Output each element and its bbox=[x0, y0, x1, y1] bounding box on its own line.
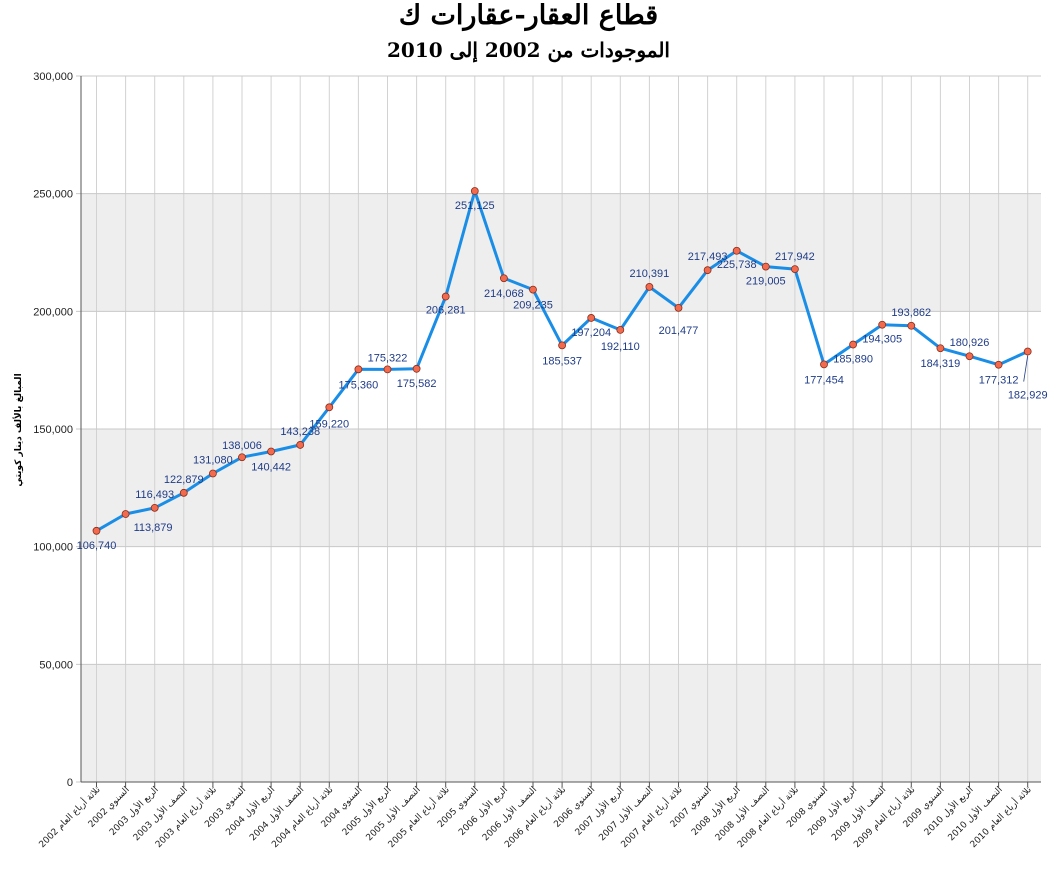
data-label: 210,391 bbox=[630, 268, 670, 280]
data-point bbox=[645, 282, 654, 291]
chart-subtitle: الموجودات من 2002 إلى 2010 bbox=[387, 38, 670, 62]
data-label: 217,942 bbox=[775, 251, 815, 263]
y-tick-label: 200,000 bbox=[33, 306, 73, 318]
data-label: 184,319 bbox=[921, 358, 961, 370]
plot-band bbox=[81, 664, 1041, 782]
data-label: 214,068 bbox=[484, 288, 524, 300]
data-point bbox=[616, 326, 625, 334]
y-tick-label: 50,000 bbox=[39, 659, 73, 671]
data-label: 177,454 bbox=[804, 374, 844, 386]
data-label: 201,477 bbox=[659, 325, 699, 337]
data-point bbox=[529, 285, 537, 294]
x-tick-label: الربع الأول 2006 bbox=[456, 784, 510, 838]
data-point bbox=[558, 341, 566, 350]
x-tick-label: الربع الأول 2010 bbox=[921, 784, 975, 838]
data-label: 177,312 bbox=[979, 375, 1019, 387]
data-label: 175,582 bbox=[397, 378, 437, 390]
data-point bbox=[587, 314, 596, 322]
y-axis-label: المبالغ بالألف دينار كويتي bbox=[12, 373, 24, 486]
y-tick-labels: 0 50,000 100,000 150,000 200,000 250,000 300,0… bbox=[33, 71, 73, 789]
data-label: 175,322 bbox=[368, 352, 408, 364]
x-tick-label: الربع الأول 2004 bbox=[223, 784, 277, 838]
data-point bbox=[849, 340, 857, 349]
y-tick-label: 250,000 bbox=[33, 189, 73, 201]
y-tick-label: 100,000 bbox=[33, 542, 73, 554]
data-label: 131,080 bbox=[193, 455, 233, 467]
data-label: 106,740 bbox=[77, 540, 117, 552]
data-point bbox=[499, 274, 508, 283]
horizontal-gridlines bbox=[76, 75, 1041, 783]
data-label: 138,006 bbox=[222, 440, 262, 452]
data-point bbox=[354, 365, 363, 374]
axes bbox=[80, 76, 1041, 783]
data-label: 217,493 bbox=[688, 251, 728, 263]
data-label: 219,005 bbox=[746, 276, 786, 288]
y-tick-label: 300,000 bbox=[33, 71, 73, 83]
data-point bbox=[238, 453, 246, 462]
data-label: 113,879 bbox=[134, 522, 173, 534]
data-point bbox=[965, 352, 974, 361]
y-tick-label: 0 bbox=[67, 777, 73, 789]
data-label: 225,738 bbox=[717, 259, 757, 271]
data-label: 197,204 bbox=[571, 327, 611, 339]
data-point bbox=[791, 265, 799, 274]
data-point bbox=[121, 510, 130, 518]
data-point bbox=[267, 447, 276, 456]
data-label: 185,890 bbox=[833, 354, 873, 366]
data-point bbox=[820, 360, 828, 369]
data-label: 194,305 bbox=[862, 334, 902, 346]
data-label: 159,220 bbox=[309, 418, 349, 430]
data-point bbox=[907, 321, 916, 330]
data-label: 140,442 bbox=[251, 461, 291, 473]
data-label: 192,110 bbox=[601, 341, 640, 353]
data-point bbox=[761, 262, 770, 271]
data-point bbox=[383, 365, 392, 374]
plot-band bbox=[81, 429, 1041, 547]
data-label: 209,235 bbox=[513, 300, 553, 312]
data-point bbox=[296, 441, 305, 449]
data-label: 193,862 bbox=[891, 307, 931, 319]
data-labels: 106,740 113,879 116,493 122,879 131,080 138,0… bbox=[77, 200, 1048, 552]
plot-band bbox=[81, 193, 1041, 312]
data-point bbox=[936, 344, 945, 353]
data-point bbox=[1023, 347, 1032, 356]
x-tick-label: الربع الأول 2008 bbox=[689, 784, 743, 838]
data-point bbox=[994, 360, 1003, 369]
data-point bbox=[732, 246, 741, 255]
data-point bbox=[674, 303, 683, 312]
data-label: 251,125 bbox=[455, 200, 495, 212]
data-point bbox=[92, 526, 101, 535]
data-label: 180,926 bbox=[950, 337, 990, 349]
data-label: 122,879 bbox=[164, 474, 204, 486]
data-label: 143,238 bbox=[280, 426, 320, 438]
data-point bbox=[878, 320, 887, 329]
data-label: 206,281 bbox=[426, 305, 466, 317]
data-point bbox=[441, 292, 450, 301]
data-point bbox=[179, 488, 188, 497]
y-tick-label: 150,000 bbox=[33, 424, 73, 436]
data-point bbox=[703, 266, 712, 275]
x-tick-label: الربع الأول 2003 bbox=[107, 784, 161, 838]
data-label: 185,537 bbox=[542, 355, 582, 367]
data-point bbox=[208, 469, 217, 478]
data-label-connector bbox=[1023, 355, 1029, 382]
x-tick-label: الربع الأول 2009 bbox=[805, 784, 859, 838]
data-point bbox=[412, 364, 421, 373]
series-points bbox=[92, 187, 1032, 535]
x-tick-label: الربع الأول 2005 bbox=[339, 784, 393, 838]
data-point bbox=[325, 403, 334, 412]
data-label: 182,929 bbox=[1008, 390, 1048, 402]
plot-bands bbox=[81, 193, 1041, 782]
data-point bbox=[470, 187, 479, 195]
x-tick-label: الربع الأول 2007 bbox=[572, 784, 626, 838]
data-point bbox=[150, 503, 159, 512]
chart-title: قطاع العقار-عقارات ك bbox=[398, 0, 659, 31]
data-label: 116,493 bbox=[135, 489, 174, 501]
data-label: 175,360 bbox=[339, 379, 379, 391]
